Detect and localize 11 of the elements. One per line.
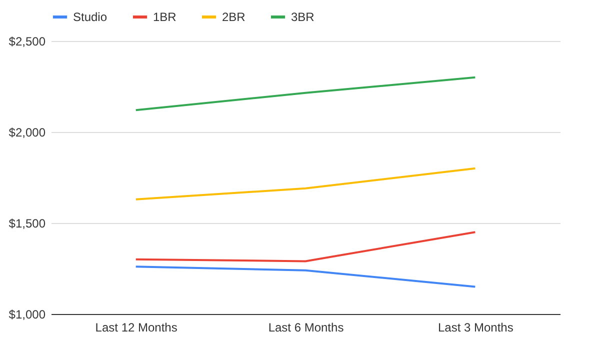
legend-label: Studio: [73, 10, 108, 24]
legend-label: 2BR: [222, 10, 246, 24]
x-tick-label: Last 6 Months: [268, 320, 344, 334]
y-tick-label: $2,500: [8, 34, 46, 48]
y-tick-label: $1,500: [8, 216, 46, 230]
x-tick-label: Last 3 Months: [438, 320, 514, 334]
y-tick-label: $1,000: [8, 308, 46, 322]
x-tick-label: Last 12 Months: [95, 320, 178, 334]
y-tick-label: $2,000: [8, 126, 46, 140]
legend-label: 1BR: [153, 10, 177, 24]
legend-label: 3BR: [291, 10, 315, 24]
